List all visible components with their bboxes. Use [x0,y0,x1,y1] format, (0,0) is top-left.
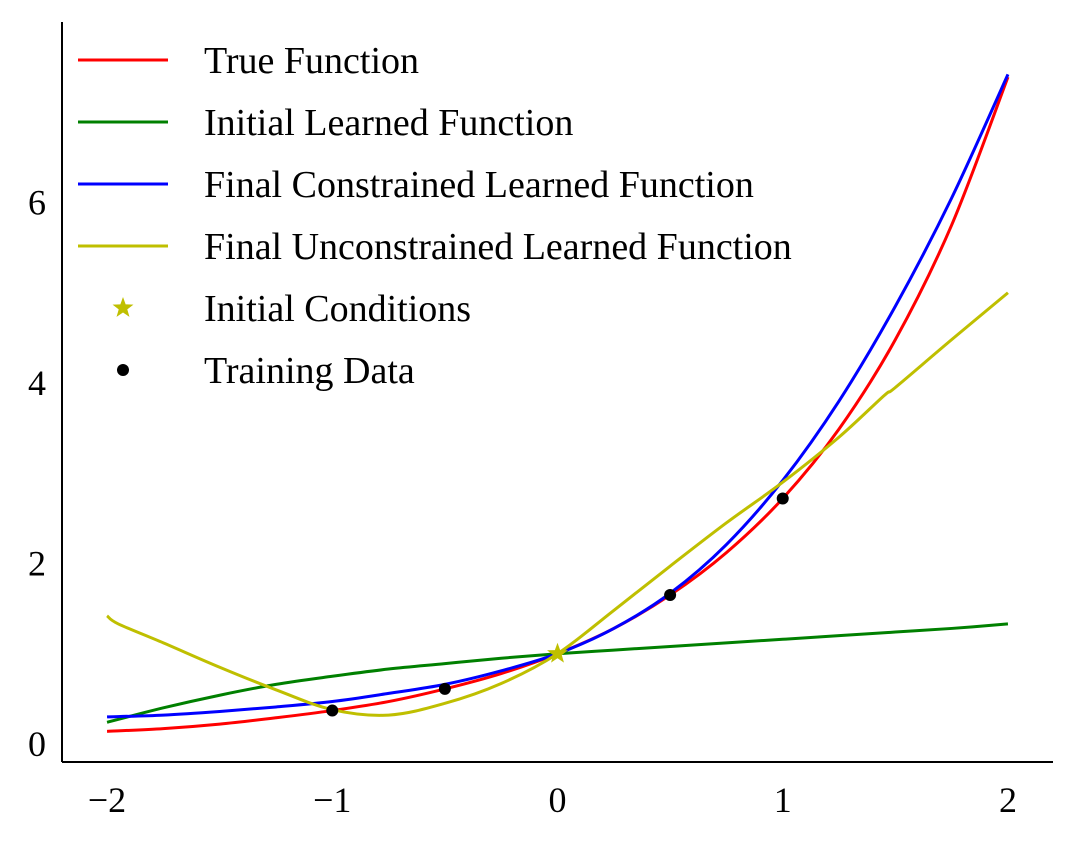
legend-label-final-constrained-learned-function: Final Constrained Learned Function [204,164,754,206]
series-line-final-unconstrained-learned-function [106,291,1009,717]
axes: −2 −1 0 1 2 0 2 4 6 [28,22,1053,820]
legend-label-training-data: Training Data [204,350,415,392]
y-tick-label: 4 [28,363,46,403]
legend-swatch-training-data [117,364,129,376]
legend-label-final-unconstrained-learned-function: Final Unconstrained Learned Function [204,226,792,268]
training-data-point [776,492,789,505]
markers-layer [326,492,789,717]
training-data-point [664,589,677,602]
x-tick-label: 2 [999,780,1017,820]
legend: True Function Initial Learned Function Fin… [78,40,792,392]
y-tick-label: 0 [28,724,46,764]
x-tick-label: −2 [88,780,126,820]
x-tick-label: 0 [549,780,567,820]
y-tick-label: 6 [28,182,46,222]
training-data-point [438,682,451,695]
series-line-final-constrained-learned-function [107,73,1010,719]
legend-label-true-function: True Function [204,40,419,82]
x-tick-label: −1 [313,780,351,820]
training-data-point [326,704,339,717]
y-tick-label: 2 [28,543,46,583]
series-line-initial-learned-function [106,622,1009,724]
legend-label-initial-conditions: Initial Conditions [204,288,471,330]
legend-label-initial-learned-function: Initial Learned Function [204,102,573,144]
initial-condition-point [547,642,568,663]
legend-swatch-initial-conditions [112,297,134,317]
x-tick-label: 1 [774,780,792,820]
